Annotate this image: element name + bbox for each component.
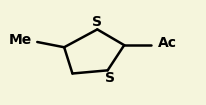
Text: S: S bbox=[104, 71, 114, 85]
Text: Ac: Ac bbox=[157, 36, 176, 50]
Text: S: S bbox=[92, 15, 102, 29]
Text: Me: Me bbox=[9, 33, 32, 47]
